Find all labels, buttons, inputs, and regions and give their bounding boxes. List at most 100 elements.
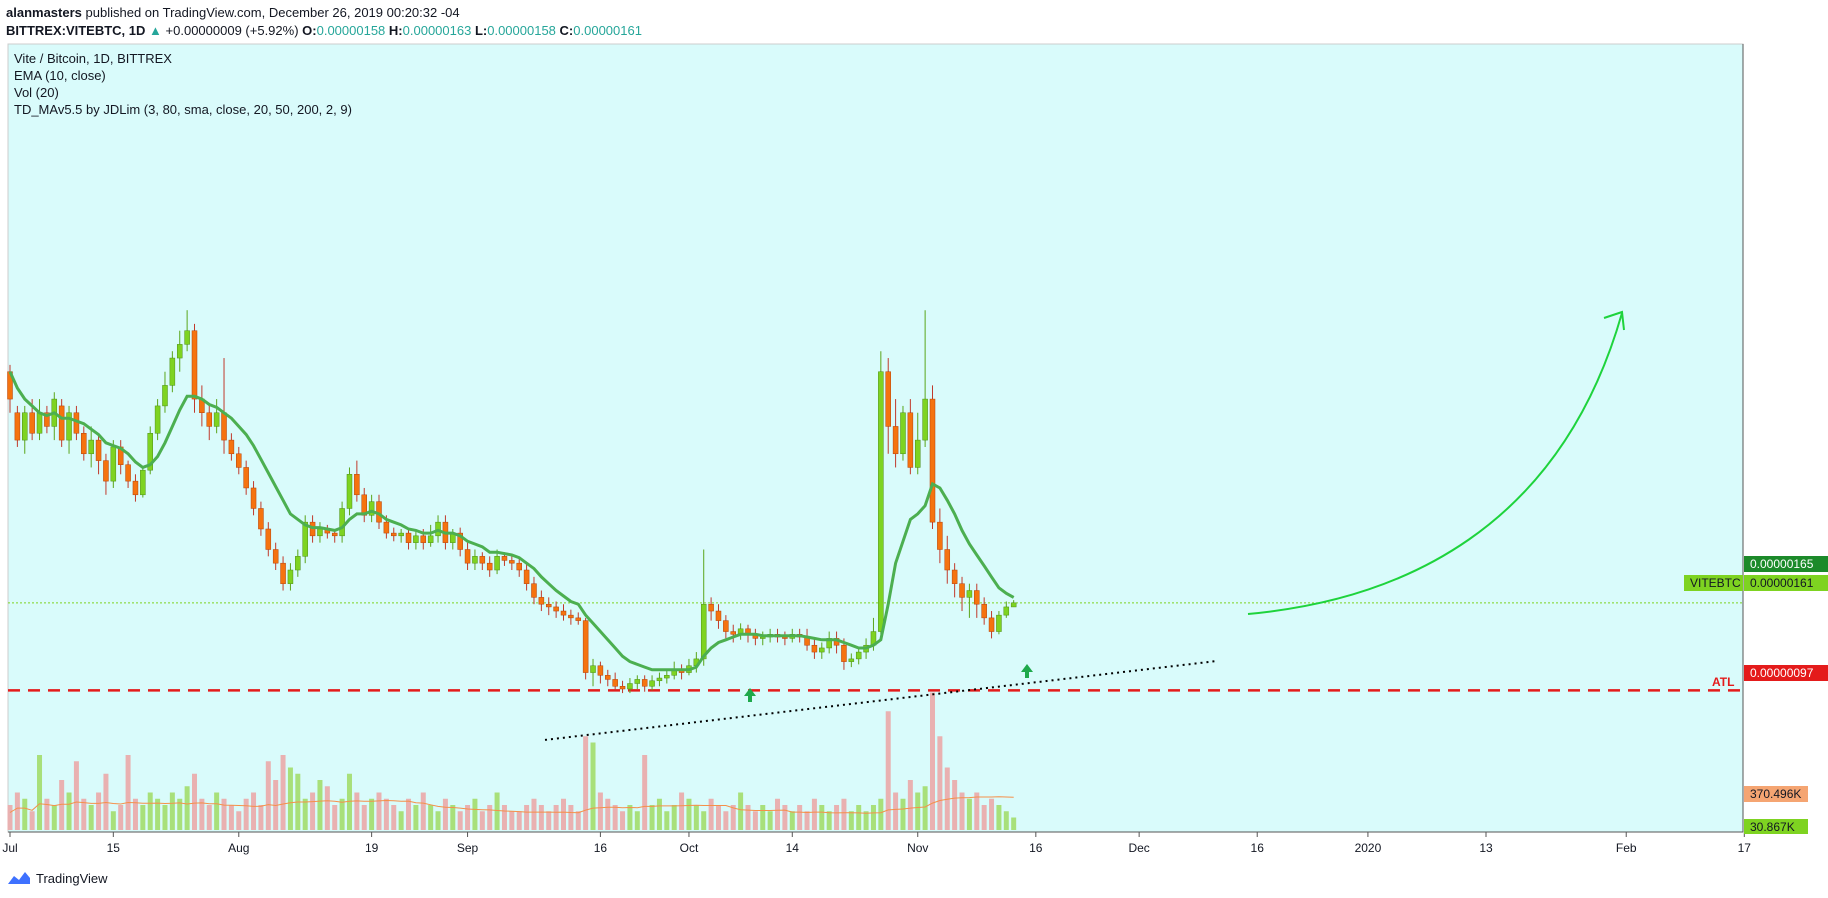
- candle-body: [154, 405, 161, 434]
- volume-bar: [472, 798, 478, 830]
- volume-bar: [966, 798, 972, 830]
- chart-legend: Vite / Bitcoin, 1D, BITTREX EMA (10, clo…: [14, 50, 352, 118]
- candle-body: [708, 603, 714, 612]
- volume-bar: [568, 805, 574, 830]
- volume-bar: [7, 805, 13, 830]
- volume-last-badge-text: 30.867K: [1750, 820, 1795, 834]
- volume-bar: [620, 811, 626, 830]
- volume-bar: [863, 811, 869, 830]
- volume-bar: [413, 805, 419, 830]
- x-tick-label: 14: [786, 841, 800, 855]
- volume-bar: [450, 805, 456, 830]
- candle-body: [523, 569, 530, 584]
- candle-body: [391, 532, 397, 537]
- candle-body: [855, 651, 862, 660]
- volume-bar: [302, 798, 308, 830]
- volume-bar: [236, 811, 242, 830]
- volume-bar: [44, 798, 50, 830]
- candle-body: [176, 344, 183, 359]
- volume-bar: [169, 792, 175, 830]
- volume-bar: [590, 742, 596, 830]
- buy-arrow-icon: [1021, 664, 1033, 678]
- candle-body: [656, 677, 663, 682]
- volume-bar: [96, 792, 102, 830]
- price-axis-background[interactable]: [1743, 44, 1828, 832]
- volume-bar: [738, 792, 744, 830]
- volume-bar: [959, 792, 965, 830]
- candle-body: [605, 675, 611, 680]
- volume-bar: [206, 805, 212, 830]
- volume-bar: [952, 780, 958, 830]
- volume-bar: [162, 805, 168, 830]
- candle-body: [339, 508, 345, 537]
- volume-bar: [561, 798, 566, 830]
- volume-bar: [406, 798, 412, 830]
- volume-bar: [885, 711, 891, 830]
- candle-body: [560, 610, 567, 616]
- x-tick-label: 16: [1251, 841, 1265, 855]
- volume-bar: [51, 805, 57, 830]
- volume-bar: [155, 798, 161, 830]
- last-price-badge: [1744, 575, 1828, 591]
- candle-body: [929, 398, 936, 523]
- footer-brand[interactable]: TradingView: [36, 870, 108, 886]
- candle-body: [841, 644, 847, 662]
- low-value: 0.00000158: [487, 23, 556, 38]
- projection-arrow[interactable]: [1247, 312, 1623, 615]
- price-change: +0.00000009 (+5.92%): [165, 23, 299, 38]
- atl-label: ATL: [1712, 675, 1734, 689]
- volume-bar: [251, 792, 257, 830]
- volume-bar: [494, 792, 500, 830]
- candle-body: [516, 562, 522, 571]
- candle-body: [959, 583, 965, 598]
- high-value: 0.00000163: [402, 23, 472, 38]
- change-up-icon: ▲: [149, 23, 162, 38]
- candle-body: [1010, 602, 1017, 608]
- candle-body: [258, 508, 264, 530]
- candle-body: [974, 590, 980, 605]
- candle-body: [907, 412, 914, 468]
- volume-bar: [398, 811, 404, 830]
- volume-bar: [930, 692, 935, 830]
- support-trendline[interactable]: [544, 660, 1216, 741]
- volume-ma-badge-text: 370.496K: [1750, 787, 1801, 801]
- publisher-name[interactable]: alanmasters: [6, 5, 82, 20]
- volume-bar: [893, 792, 899, 830]
- candle-body: [147, 433, 153, 471]
- volume-bar: [59, 780, 65, 830]
- high-label: H:: [388, 23, 403, 38]
- volume-bar: [856, 805, 862, 830]
- candle-body: [553, 606, 559, 612]
- legend-title[interactable]: Vite / Bitcoin, 1D, BITTREX: [14, 51, 172, 66]
- volume-bar: [819, 805, 825, 830]
- candle-body: [110, 446, 117, 482]
- volume-bar: [369, 798, 375, 830]
- legend-ema[interactable]: EMA (10, close): [14, 68, 106, 83]
- buy-arrow-icon: [744, 688, 756, 702]
- volume-bar: [907, 780, 913, 830]
- volume-bar: [605, 798, 611, 830]
- candle-body: [700, 603, 707, 660]
- volume-bar: [287, 767, 293, 830]
- low-label: L:: [474, 23, 488, 38]
- volume-last-badge: [1744, 819, 1808, 834]
- volume-bar: [501, 805, 507, 830]
- volume-bar: [767, 811, 773, 830]
- volume-bar: [671, 805, 677, 830]
- candle-body: [213, 412, 220, 427]
- legend-volume[interactable]: Vol (20): [14, 85, 59, 100]
- candle-body: [44, 412, 50, 427]
- candle-body: [169, 357, 176, 386]
- legend-td-indicator[interactable]: TD_MAv5.5 by JDLim (3, 80, sma, close, 2…: [14, 102, 352, 117]
- candle-body: [405, 532, 412, 543]
- x-tick-label: Sep: [457, 841, 479, 855]
- volume-bar: [383, 798, 389, 830]
- volume-bar: [420, 792, 426, 830]
- candle-body: [531, 583, 537, 598]
- candle-body: [14, 412, 21, 441]
- candle-body: [988, 617, 995, 632]
- candle-body: [354, 474, 360, 496]
- volume-bar: [546, 811, 552, 830]
- candle-body: [280, 562, 286, 584]
